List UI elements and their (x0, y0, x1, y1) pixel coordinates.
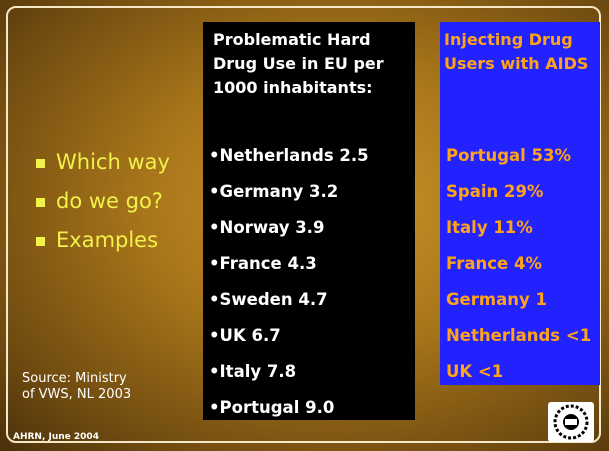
list-item: UK <1 (446, 362, 503, 381)
list-item: Netherlands <1 (446, 326, 591, 345)
panel-title: Problematic Hard Drug Use in EU per 1000… (213, 28, 413, 100)
footer: AHRN, June 2004 (13, 432, 99, 442)
list-item: Spain 29% (446, 182, 543, 201)
slide: Which waydo we go?Examples Problematic H… (0, 0, 609, 451)
list-item: Italy 7.8 (209, 362, 296, 381)
list-item: UK 6.7 (209, 326, 281, 345)
panel-title: Injecting Drug Users with AIDS (444, 28, 594, 76)
bullet-item: Which way (36, 144, 170, 183)
list-item: Portugal 53% (446, 146, 571, 165)
list-item: Norway 3.9 (209, 218, 324, 237)
bullet-item: Examples (36, 222, 170, 261)
list-item: Netherlands 2.5 (209, 146, 369, 165)
bullet-item: do we go? (36, 183, 170, 222)
aids-panel: Injecting Drug Users with AIDS Portugal … (440, 22, 600, 385)
list-item: France 4.3 (209, 254, 317, 273)
list-item: Sweden 4.7 (209, 290, 328, 309)
list-item: Portugal 9.0 (209, 398, 334, 417)
list-item: France 4% (446, 254, 542, 273)
source-note: Source: Ministry of VWS, NL 2003 (22, 371, 142, 403)
drug-use-panel: Problematic Hard Drug Use in EU per 1000… (203, 22, 415, 420)
logo (548, 402, 594, 442)
list-item: Germany 3.2 (209, 182, 338, 201)
list-item: Germany 1 (446, 290, 547, 309)
list-item: Italy 11% (446, 218, 533, 237)
